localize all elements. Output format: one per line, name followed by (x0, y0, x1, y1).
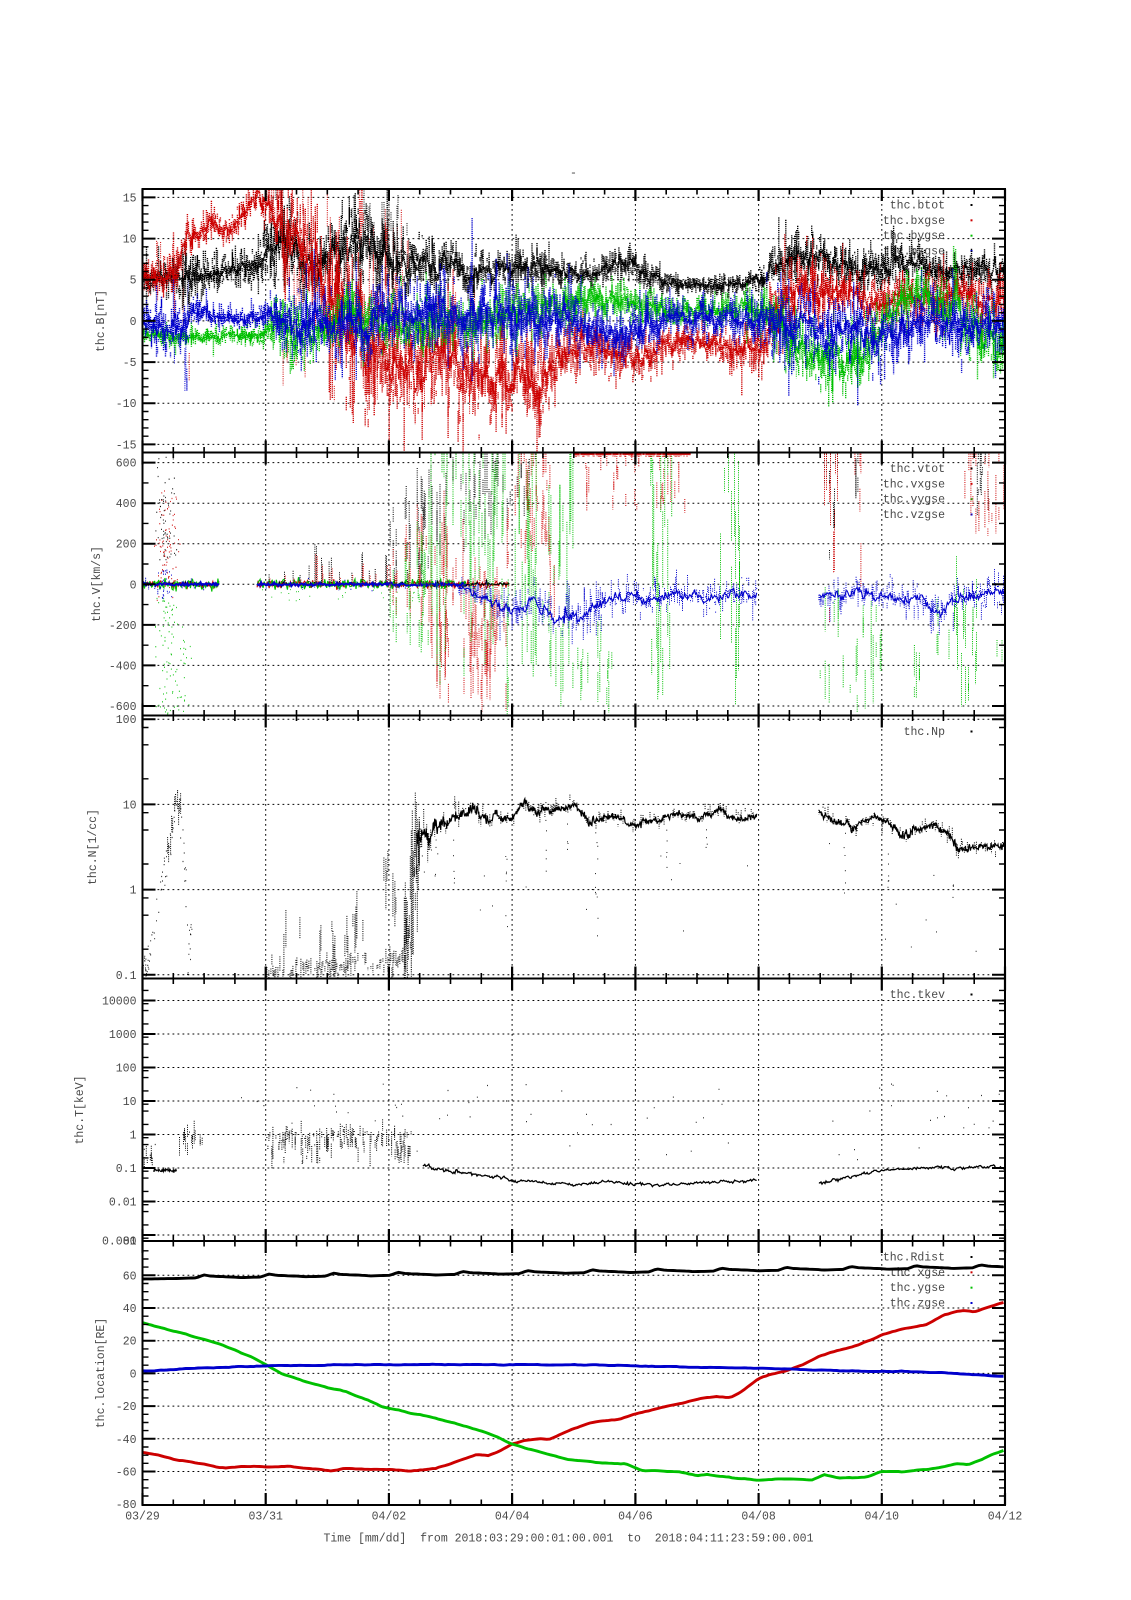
svg-text:thc.btot: thc.btot (890, 200, 945, 213)
svg-text:thc.vtot: thc.vtot (890, 463, 945, 476)
svg-text:thc.V[km/s]: thc.V[km/s] (91, 546, 104, 622)
svg-text:400: 400 (116, 498, 137, 511)
svg-text:100: 100 (116, 1063, 137, 1076)
svg-text:04/12: 04/12 (988, 1511, 1023, 1524)
svg-text:04/10: 04/10 (865, 1511, 900, 1524)
svg-text:thc.N[1/cc]: thc.N[1/cc] (87, 809, 100, 885)
svg-text:Time [mm/dd] from 2018:03:29:: Time [mm/dd] from 2018:03:29:00:01:00.00… (324, 1533, 814, 1546)
svg-text:1000: 1000 (109, 1029, 137, 1042)
svg-text:thc.Rdist: thc.Rdist (883, 1252, 945, 1265)
svg-text:thc.ygse: thc.ygse (890, 1282, 945, 1295)
svg-text:04/08: 04/08 (741, 1511, 776, 1524)
svg-text:thc.bxgse: thc.bxgse (883, 215, 945, 228)
svg-text:10: 10 (123, 799, 137, 812)
svg-text:thc.tkev: thc.tkev (890, 989, 945, 1002)
svg-text:-600: -600 (109, 701, 137, 714)
svg-text:03/31: 03/31 (248, 1511, 283, 1524)
svg-text:03/29: 03/29 (125, 1511, 160, 1524)
svg-text:04/06: 04/06 (618, 1511, 653, 1524)
svg-text:0: 0 (130, 1368, 137, 1381)
svg-text:thc.location[RE]: thc.location[RE] (95, 1318, 108, 1428)
svg-text:-400: -400 (109, 660, 137, 673)
svg-text:thc.vxgse: thc.vxgse (883, 478, 945, 491)
svg-text:-20: -20 (116, 1401, 137, 1414)
svg-text:thc.zgse: thc.zgse (890, 1297, 945, 1310)
svg-text:-60: -60 (116, 1467, 137, 1480)
svg-text:thc.Np: thc.Np (904, 726, 946, 739)
svg-text:200: 200 (116, 539, 137, 552)
svg-text:thc.vygse: thc.vygse (883, 494, 945, 507)
svg-text:0.1: 0.1 (116, 1163, 137, 1176)
svg-text:0: 0 (130, 579, 137, 592)
svg-text:20: 20 (123, 1336, 137, 1349)
svg-text:0.01: 0.01 (109, 1197, 137, 1210)
svg-text:100: 100 (116, 714, 137, 727)
svg-text:40: 40 (123, 1303, 137, 1316)
svg-text:60: 60 (123, 1270, 137, 1283)
svg-text:15: 15 (123, 192, 137, 205)
svg-text:thc.B[nT]: thc.B[nT] (95, 290, 108, 352)
svg-text:-15: -15 (116, 439, 137, 452)
svg-text:10: 10 (123, 1096, 137, 1109)
svg-text:thc.bygse: thc.bygse (883, 230, 945, 243)
svg-text:thc.T[keV]: thc.T[keV] (74, 1075, 87, 1144)
svg-text:10: 10 (123, 234, 137, 247)
svg-text:-80: -80 (116, 1499, 137, 1512)
svg-text:0: 0 (130, 316, 137, 329)
svg-text:0.001: 0.001 (102, 1236, 137, 1249)
svg-text:-10: -10 (116, 398, 137, 411)
svg-text:5: 5 (130, 275, 137, 288)
svg-text:600: 600 (116, 458, 137, 471)
svg-text:-40: -40 (116, 1434, 137, 1447)
svg-text:1: 1 (130, 885, 137, 898)
svg-text:-5: -5 (123, 357, 137, 370)
svg-text:-: - (570, 167, 577, 180)
svg-text:04/02: 04/02 (372, 1511, 407, 1524)
svg-text:thc.vzgse: thc.vzgse (883, 509, 945, 522)
svg-text:1: 1 (130, 1130, 137, 1143)
svg-text:0.1: 0.1 (116, 970, 137, 983)
svg-text:10000: 10000 (102, 996, 137, 1009)
svg-text:-200: -200 (109, 620, 137, 633)
svg-text:04/04: 04/04 (495, 1511, 530, 1524)
svg-text:80: 80 (123, 1236, 137, 1249)
